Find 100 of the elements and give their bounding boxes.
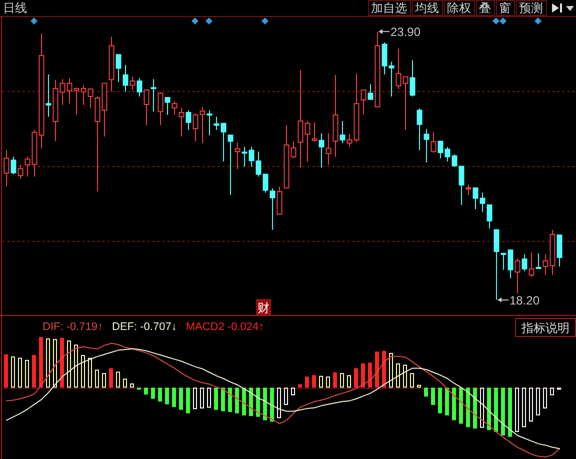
bar: [200, 388, 204, 408]
candlestick: [332, 74, 338, 158]
candlestick: [536, 252, 542, 270]
bar: [102, 373, 106, 388]
bar: [207, 388, 211, 408]
bar: [347, 375, 351, 388]
bar: [389, 352, 393, 388]
candlestick: [276, 186, 282, 215]
annotation: 23.90: [390, 25, 421, 40]
bar: [158, 388, 162, 402]
candlestick: [108, 36, 114, 92]
bar: [410, 373, 414, 388]
candlestick: [368, 84, 374, 100]
bar: [319, 376, 323, 388]
candlestick: [150, 78, 156, 112]
bar: [375, 352, 379, 388]
bar: [515, 388, 519, 432]
series-label: DIF: -0.719↑: [42, 321, 104, 333]
bar: [25, 360, 29, 388]
bar: [193, 388, 197, 410]
bar: [179, 388, 183, 410]
bar: [256, 388, 260, 417]
candlestick: [46, 74, 52, 118]
bar: [242, 388, 246, 416]
bar: [130, 383, 134, 388]
candlestick: [340, 120, 346, 144]
bar: [214, 388, 218, 410]
bar: [81, 355, 85, 388]
bar: [354, 368, 358, 388]
candlestick: [430, 131, 436, 154]
text: 加自选: [371, 1, 407, 15]
bar: [116, 372, 120, 388]
bar: [88, 358, 92, 388]
text: 除权: [447, 1, 471, 15]
candlestick: [318, 132, 324, 168]
candlestick: [424, 128, 430, 163]
bar: [144, 388, 148, 395]
bar: [263, 388, 267, 420]
candlestick: [122, 64, 128, 92]
text: 窗: [499, 1, 511, 15]
bar: [186, 388, 190, 414]
bar: [235, 388, 239, 414]
bar: [291, 388, 295, 396]
bar: [452, 388, 456, 420]
candlestick: [206, 110, 212, 136]
bar: [74, 344, 78, 388]
bar: [333, 372, 337, 388]
bar: [396, 363, 400, 388]
bar: [172, 388, 176, 408]
candlestick: [172, 100, 178, 116]
candlestick: [312, 122, 318, 142]
candlestick: [158, 92, 164, 126]
candlestick: [4, 150, 10, 187]
bar: [487, 388, 491, 430]
bar: [522, 388, 526, 428]
text: MACD2 -0.024↑: [186, 321, 264, 333]
candlestick: [556, 234, 562, 268]
bar: [60, 338, 64, 388]
bar: [39, 337, 43, 388]
bar: [473, 388, 477, 429]
candlestick: [136, 78, 142, 98]
candlestick: [528, 252, 534, 278]
bar: [417, 384, 421, 388]
candlestick: [234, 142, 240, 170]
candlestick: [10, 156, 16, 175]
candlestick: [416, 108, 422, 151]
bar: [249, 388, 253, 416]
candlestick: [326, 132, 332, 166]
annotation: 18.20: [510, 293, 540, 308]
bar: [361, 363, 365, 388]
candlestick: [186, 110, 192, 130]
bar: [277, 388, 281, 418]
candlestick: [228, 134, 234, 196]
text: 预测: [519, 1, 543, 15]
bar: [4, 354, 8, 388]
bar: [536, 388, 540, 416]
bar: [368, 362, 372, 388]
candlestick: [522, 254, 528, 272]
bar: [305, 376, 309, 388]
candlestick: [410, 60, 416, 98]
bar: [95, 370, 99, 388]
bar: [529, 388, 533, 422]
bar: [480, 388, 484, 428]
bar: [382, 350, 386, 388]
candlestick: [116, 54, 122, 82]
text: 叠: [479, 1, 491, 15]
bar: [151, 388, 155, 399]
bar: [459, 388, 463, 424]
chart-title: 日线: [3, 1, 27, 15]
bar: [508, 388, 512, 437]
candlestick: [178, 107, 184, 138]
bar: [284, 388, 288, 405]
bar: [67, 340, 71, 388]
candlestick: [360, 89, 366, 115]
bar: [165, 388, 169, 404]
bar: [403, 364, 407, 388]
bar: [445, 388, 449, 416]
bar: [543, 388, 547, 408]
bar: [438, 388, 442, 414]
bar: [228, 388, 232, 412]
